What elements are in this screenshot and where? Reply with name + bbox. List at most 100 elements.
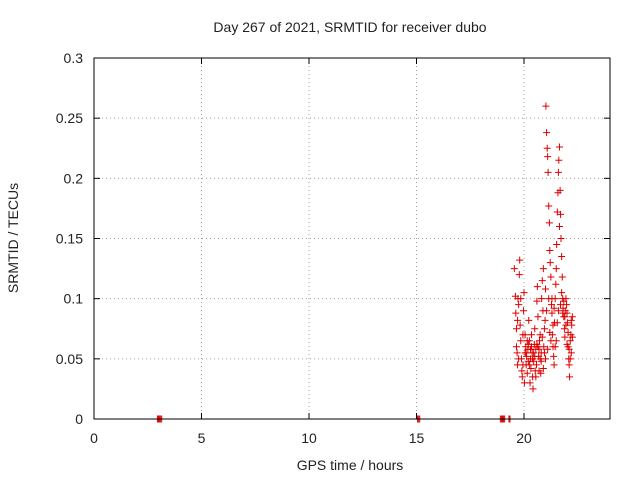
data-point [530,349,538,357]
y-tick-label: 0.15 [56,231,83,247]
data-point [544,153,552,161]
data-point [510,265,518,273]
data-point [526,379,534,387]
data-point [550,304,558,312]
data-point [558,273,566,281]
data-point [568,333,576,341]
data-point [539,265,547,273]
data-point [561,313,569,321]
data-point [523,337,531,345]
data-point [557,301,565,309]
data-point [554,168,562,176]
data-point [544,168,552,176]
y-tick-label: 0.3 [64,50,84,66]
x-axis-ticks: 0 5 10 15 20 [90,58,532,446]
data-point [554,307,562,315]
y-tick-label: 0.1 [64,291,84,307]
data-point [522,349,530,357]
data-point [558,253,566,261]
data-point [535,345,543,353]
data-point [535,337,543,345]
data-point [543,129,551,137]
data-point [558,289,566,297]
x-tick-label: 20 [516,430,532,446]
data-point [562,321,570,329]
data-point [553,241,561,249]
x-tick-label: 0 [90,430,98,446]
data-point [542,102,550,110]
data-point [560,297,568,305]
y-tick-label: 0.25 [56,110,83,126]
data-point [521,331,529,339]
data-point [527,364,535,372]
chart-title: Day 267 of 2021, SRMTID for receiver dub… [213,19,486,35]
data-point [567,349,575,357]
data-point [533,297,541,305]
data-point [565,345,573,353]
data-point [563,340,571,348]
y-tick-label: 0.2 [64,170,84,186]
data-point [542,355,549,363]
data-point [532,361,540,369]
data-point [529,385,537,393]
data-point [546,247,554,255]
data-point [524,340,532,348]
data-point [526,345,534,353]
data-point [519,361,527,369]
data-point [515,301,523,309]
data-point [556,186,564,194]
data-point [550,361,558,369]
data-point [565,361,573,369]
plot-frame [93,57,611,420]
data-point [545,202,553,210]
data-points [153,102,576,423]
data-point [559,309,567,317]
data-point [557,210,565,218]
data-point [543,307,551,315]
data-point [514,316,522,324]
data-point [537,369,545,377]
x-tick-label: 15 [409,430,425,446]
y-axis-label: SRMTID / TECUs [5,183,21,293]
x-tick-label: 10 [301,430,317,446]
data-point [552,280,560,288]
data-point [523,369,531,377]
data-point [534,313,542,321]
data-point [518,373,526,381]
data-point [564,328,572,336]
data-point [520,289,528,297]
data-point [560,325,568,333]
data-point [553,319,561,327]
data-point [552,337,560,345]
data-point [515,355,523,363]
data-point [525,361,533,369]
x-tick-label: 5 [198,430,206,446]
data-point [542,285,549,293]
data-point [540,325,548,333]
data-point [513,349,521,357]
data-point [557,235,565,242]
data-point [548,301,556,309]
y-axis-ticks: 0 0.05 0.1 0.15 0.2 0.25 0.3 [56,50,610,427]
data-point [555,143,563,151]
data-point [561,333,569,341]
data-point [520,307,528,315]
data-point [566,373,574,381]
data-point [525,316,533,324]
data-point [533,283,541,291]
data-point [538,277,546,285]
data-point [515,271,523,279]
data-point [548,295,556,303]
data-point [517,295,525,303]
data-point [548,309,556,317]
y-tick-label: 0 [75,411,83,427]
data-point [549,321,557,329]
data-point [550,352,558,360]
data-point [547,273,555,281]
data-point [538,333,546,341]
data-point [546,259,554,267]
data-point [512,343,520,351]
data-point [552,265,560,273]
data-point [555,156,563,164]
